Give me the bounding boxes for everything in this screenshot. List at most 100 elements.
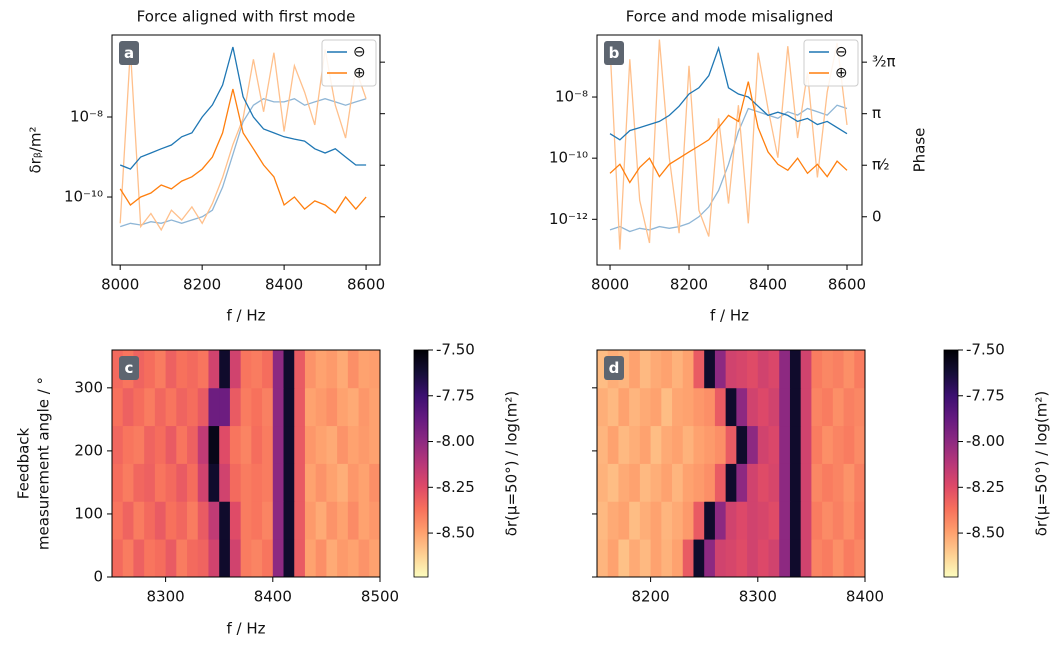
line: [119, 88, 367, 214]
heatmap-cell: [757, 501, 769, 540]
heatmap-cell: [682, 425, 694, 464]
x-tick-label: 8400: [749, 276, 787, 294]
y2-tick-label: 0: [872, 207, 882, 225]
heatmap-cell: [768, 463, 780, 502]
heatmap-cell: [240, 539, 252, 577]
heatmap-cell: [843, 501, 855, 540]
panel-badge: [119, 41, 139, 65]
heatmap-cell: [144, 387, 156, 427]
heatmap-cell: [779, 463, 791, 502]
heatmap-cell: [144, 539, 156, 577]
heatmap-cell: [315, 539, 327, 577]
x-tick-label: 8200: [670, 276, 708, 294]
heatmap-cell: [272, 463, 284, 502]
heatmap-cell: [176, 539, 188, 577]
x-tick-label: 8300: [147, 588, 185, 606]
heatmap-cell: [197, 463, 209, 502]
heatmap-cell: [800, 463, 812, 502]
heatmap-cell: [315, 387, 327, 427]
heatmap-cell: [854, 463, 865, 502]
heatmap-cell: [133, 539, 145, 577]
heatmap-cell: [832, 350, 844, 389]
heatmap-cell: [811, 350, 823, 389]
heatmap-cell: [629, 350, 641, 389]
heatmap-cell: [122, 539, 134, 577]
heatmap-cell: [197, 350, 209, 389]
heatmap-cell: [315, 350, 327, 389]
heatmap-cell: [789, 463, 802, 502]
heatmap-cell: [347, 501, 359, 540]
heatmap-cell: [304, 463, 317, 502]
heatmap-cell: [154, 387, 166, 427]
heatmap-cell: [229, 539, 242, 577]
colorbar-label: δr(μ=50°) / log(m²): [1033, 391, 1051, 537]
heatmap-cell: [283, 539, 295, 577]
heatmap-cell: [283, 387, 295, 427]
heatmap-cell: [294, 387, 306, 427]
heatmap-cell: [154, 463, 166, 502]
heatmap-cell: [369, 350, 380, 389]
legend-box: [803, 39, 859, 87]
x-axis-label: f / Hz: [710, 307, 749, 325]
heatmap-cell: [219, 501, 231, 540]
panel-label: a: [124, 44, 134, 62]
heatmap-cell: [208, 350, 220, 389]
heatmap-cell: [682, 463, 694, 502]
frame: [111, 34, 381, 266]
heatmap-cell: [682, 387, 694, 427]
heatmap-cell: [854, 539, 865, 577]
heatmap-cell: [337, 425, 349, 464]
heatmap-cell: [800, 501, 812, 540]
x-tick-label: 8600: [828, 276, 866, 294]
heatmap-cell: [315, 425, 327, 464]
y2-tick-label: π: [872, 104, 881, 122]
heatmap-cell: [326, 387, 338, 427]
heatmap-cell: [854, 425, 865, 464]
heatmap-cell: [251, 463, 263, 502]
heatmap-cell: [358, 425, 370, 464]
heatmap-cell: [187, 501, 199, 540]
heatmap-cell: [112, 501, 124, 540]
heatmap-cell: [747, 387, 759, 427]
heatmap-cell: [618, 501, 630, 540]
x-tick-label: 8400: [265, 276, 303, 294]
heatmap-cell: [822, 387, 834, 427]
heatmap-cell: [240, 501, 252, 540]
heatmap-cell: [714, 539, 727, 577]
heatmap-cell: [736, 501, 748, 540]
x-tick-label: 8500: [361, 588, 399, 606]
heatmap-cell: [165, 350, 177, 389]
heatmap-cell: [176, 463, 188, 502]
heatmap-cell: [704, 425, 716, 464]
heatmap-cell: [187, 425, 199, 464]
heatmap-cell: [639, 501, 651, 540]
heatmap-cell: [822, 463, 834, 502]
colorbar-tick-label: -8.50: [966, 524, 1005, 542]
heatmap-cell: [144, 425, 156, 464]
heatmap-cell: [714, 425, 727, 464]
heatmap-cell: [154, 350, 166, 389]
y-tick-label: 100: [74, 504, 103, 522]
heatmap-cell: [597, 539, 609, 577]
heatmap-cell: [154, 501, 166, 540]
heatmap-cell: [229, 425, 242, 464]
heatmap-cell: [358, 387, 370, 427]
x-tick-label: 8300: [739, 588, 777, 606]
heatmap-cell: [650, 501, 662, 540]
heatmap-cell: [133, 501, 145, 540]
x-tick-label: 8200: [183, 276, 221, 294]
x-tick-label: 8000: [591, 276, 629, 294]
heatmap-cell: [811, 387, 823, 427]
y-tick-label: 0: [93, 568, 103, 586]
heatmap-cell: [682, 350, 694, 389]
heatmap-cell: [326, 425, 338, 464]
y-axis-label: Feedback: [15, 427, 33, 499]
colorbar: [943, 349, 959, 578]
heatmap-cell: [757, 425, 769, 464]
heatmap-cell: [283, 463, 295, 502]
heatmap-cell: [240, 387, 252, 427]
x-tick-label: 8000: [101, 276, 139, 294]
heatmap-cell: [768, 425, 780, 464]
legend-label: ⊖: [353, 43, 366, 61]
